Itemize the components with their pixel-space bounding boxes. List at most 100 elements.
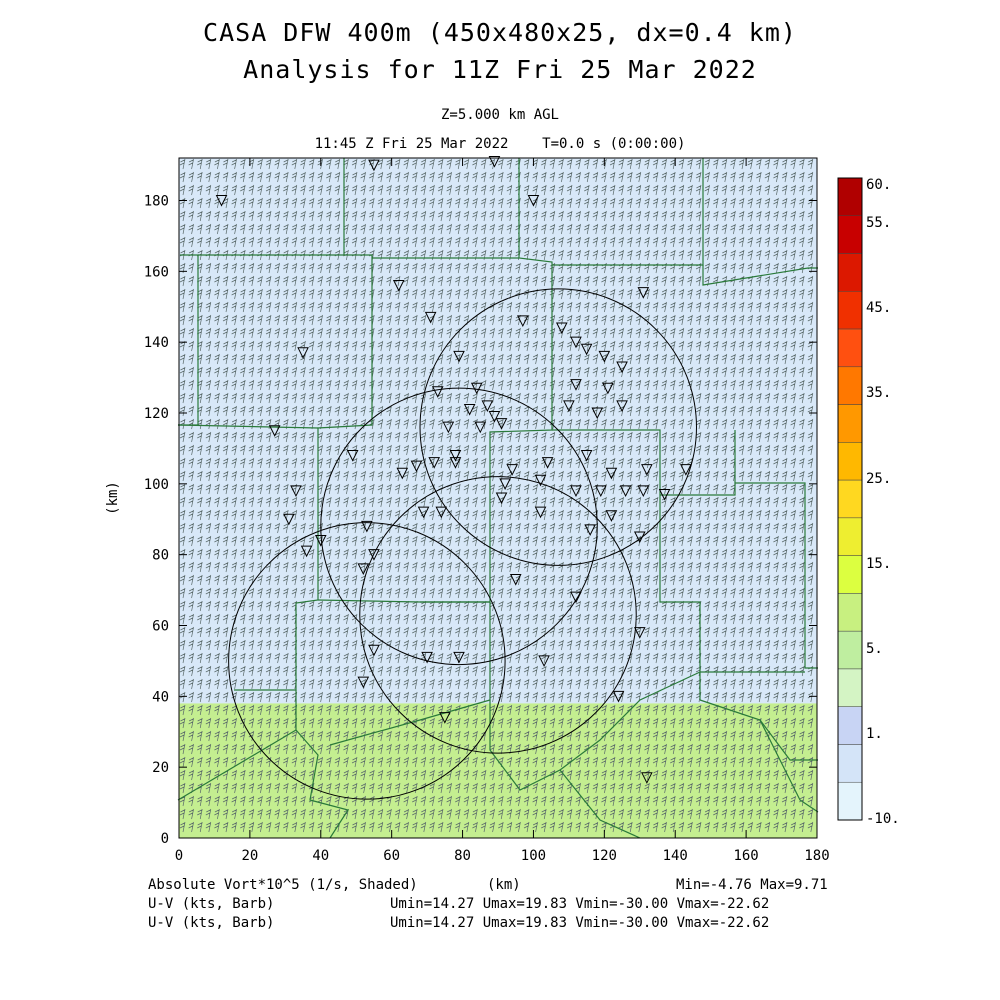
- station-marker: [616, 361, 628, 374]
- station-marker: [605, 467, 618, 480]
- station-marker: [453, 350, 465, 363]
- station-marker: [488, 156, 501, 168]
- station-marker: [633, 627, 646, 639]
- station-marker: [612, 690, 625, 703]
- shade-upper: [179, 158, 817, 704]
- colorbar-segment: [837, 517, 863, 556]
- x-tick-label: 40: [312, 848, 329, 864]
- x-tick-label: 100: [521, 848, 546, 864]
- x-tick-label: 120: [592, 848, 617, 864]
- station-marker: [435, 506, 448, 519]
- station-marker: [541, 457, 554, 469]
- station-marker: [357, 563, 370, 575]
- x-tick-label: 20: [241, 848, 258, 864]
- station-marker: [499, 478, 511, 490]
- station-marker: [584, 524, 596, 536]
- y-tick-label: 120: [144, 406, 169, 422]
- min-max-label: Min=-4.76 Max=9.71: [676, 877, 828, 893]
- colorbar-segment: [837, 555, 863, 594]
- radar-ring: [320, 387, 598, 666]
- station-marker: [605, 510, 618, 522]
- station-marker: [357, 676, 370, 689]
- station-marker: [580, 450, 593, 462]
- chart-title-line1: CASA DFW 400m (450x480x25, dx=0.4 km): [203, 18, 797, 47]
- colorbar-segment: [837, 781, 863, 821]
- colorbar-label: -10.: [866, 811, 900, 827]
- x-tick-label: 180: [804, 848, 829, 864]
- county-boundaries: [177, 158, 819, 839]
- station-marker: [470, 382, 483, 395]
- y-tick-label: 0: [161, 831, 169, 847]
- level-label: Z=5.000 km AGL: [440, 107, 559, 123]
- station-marker: [428, 457, 441, 469]
- station-marker: [453, 651, 465, 664]
- colorbar-segment: [837, 442, 863, 481]
- shade-lower: [179, 703, 817, 838]
- x-tick-label: 80: [454, 848, 471, 864]
- colorbar-segment: [837, 215, 863, 254]
- y-axis-label: (km): [105, 481, 121, 515]
- station-marker: [495, 492, 508, 505]
- station-marker: [392, 280, 405, 292]
- colorbar-segment: [837, 328, 863, 368]
- colorbar-label: 35.: [866, 385, 891, 401]
- station-marker: [680, 464, 692, 476]
- station-marker: [481, 400, 494, 413]
- y-tick-label: 140: [144, 335, 169, 351]
- colorbar-segment: [837, 706, 863, 745]
- y-axis: 0 20 40 60 80 100 120 140 160 180: [144, 194, 817, 847]
- field-label: Absolute Vort*10^5 (1/s, Shaded): [148, 877, 418, 893]
- station-marker: [538, 655, 550, 668]
- station-marker: [580, 343, 593, 356]
- plot-frame: [178, 157, 818, 839]
- y-tick-label: 80: [152, 548, 169, 564]
- colorbar: 60. 55. 45. 35. 25. 15. 5. 1. -10.: [837, 177, 900, 827]
- colorbar-segment: [837, 291, 863, 330]
- station-marker: [300, 545, 313, 558]
- uv-barb-label-1: U-V (kts, Barb): [148, 896, 275, 912]
- station-marker: [534, 506, 547, 519]
- station-marker: [509, 573, 522, 586]
- station-marker: [598, 350, 611, 363]
- station-marker: [361, 520, 373, 533]
- uv-barb-label-2: U-V (kts, Barb): [148, 915, 275, 931]
- station-marker: [421, 651, 433, 664]
- station-marker: [290, 485, 302, 498]
- station-marker: [570, 485, 582, 498]
- station-marker: [449, 450, 462, 462]
- station-marker: [570, 591, 582, 604]
- station-marker: [368, 159, 380, 172]
- vorticity-shading: [179, 158, 817, 838]
- x-tick-label: 60: [383, 848, 400, 864]
- colorbar-segment: [837, 479, 863, 519]
- station-marker: [314, 535, 327, 547]
- colorbar-segment: [837, 177, 863, 217]
- station-marker: [495, 418, 508, 430]
- colorbar-segment: [837, 630, 863, 670]
- y-tick-label: 20: [152, 760, 169, 776]
- station-marker: [268, 425, 281, 437]
- uv-stats-2: Umin=14.27 Umax=19.83 Vmin=-30.00 Vmax=-…: [390, 915, 770, 931]
- wind-barbs: [179, 158, 814, 833]
- station-marker: [396, 467, 409, 480]
- x-tick-label: 140: [663, 848, 688, 864]
- colorbar-label: 55.: [866, 215, 891, 231]
- station-marker: [346, 450, 359, 462]
- station-marker: [442, 421, 455, 434]
- y-tick-label: 180: [144, 194, 169, 210]
- station-marker: [555, 322, 568, 335]
- colorbar-label: 1.: [866, 726, 883, 742]
- uv-stats-1: Umin=14.27 Umax=19.83 Vmin=-30.00 Vmax=-…: [390, 896, 770, 912]
- x-tick-label: 0: [175, 848, 183, 864]
- colorbar-label: 15.: [866, 556, 891, 572]
- station-marker: [297, 347, 309, 359]
- colorbar-segment: [837, 404, 863, 443]
- station-marker: [417, 506, 430, 519]
- station-marker: [449, 457, 462, 469]
- station-marker: [474, 421, 487, 434]
- colorbar-segment: [837, 668, 863, 707]
- station-marker: [283, 513, 295, 526]
- wind-barb-field: [179, 158, 814, 833]
- x-axis-unit-label: (km): [487, 877, 521, 893]
- radar-range-rings: [228, 288, 697, 800]
